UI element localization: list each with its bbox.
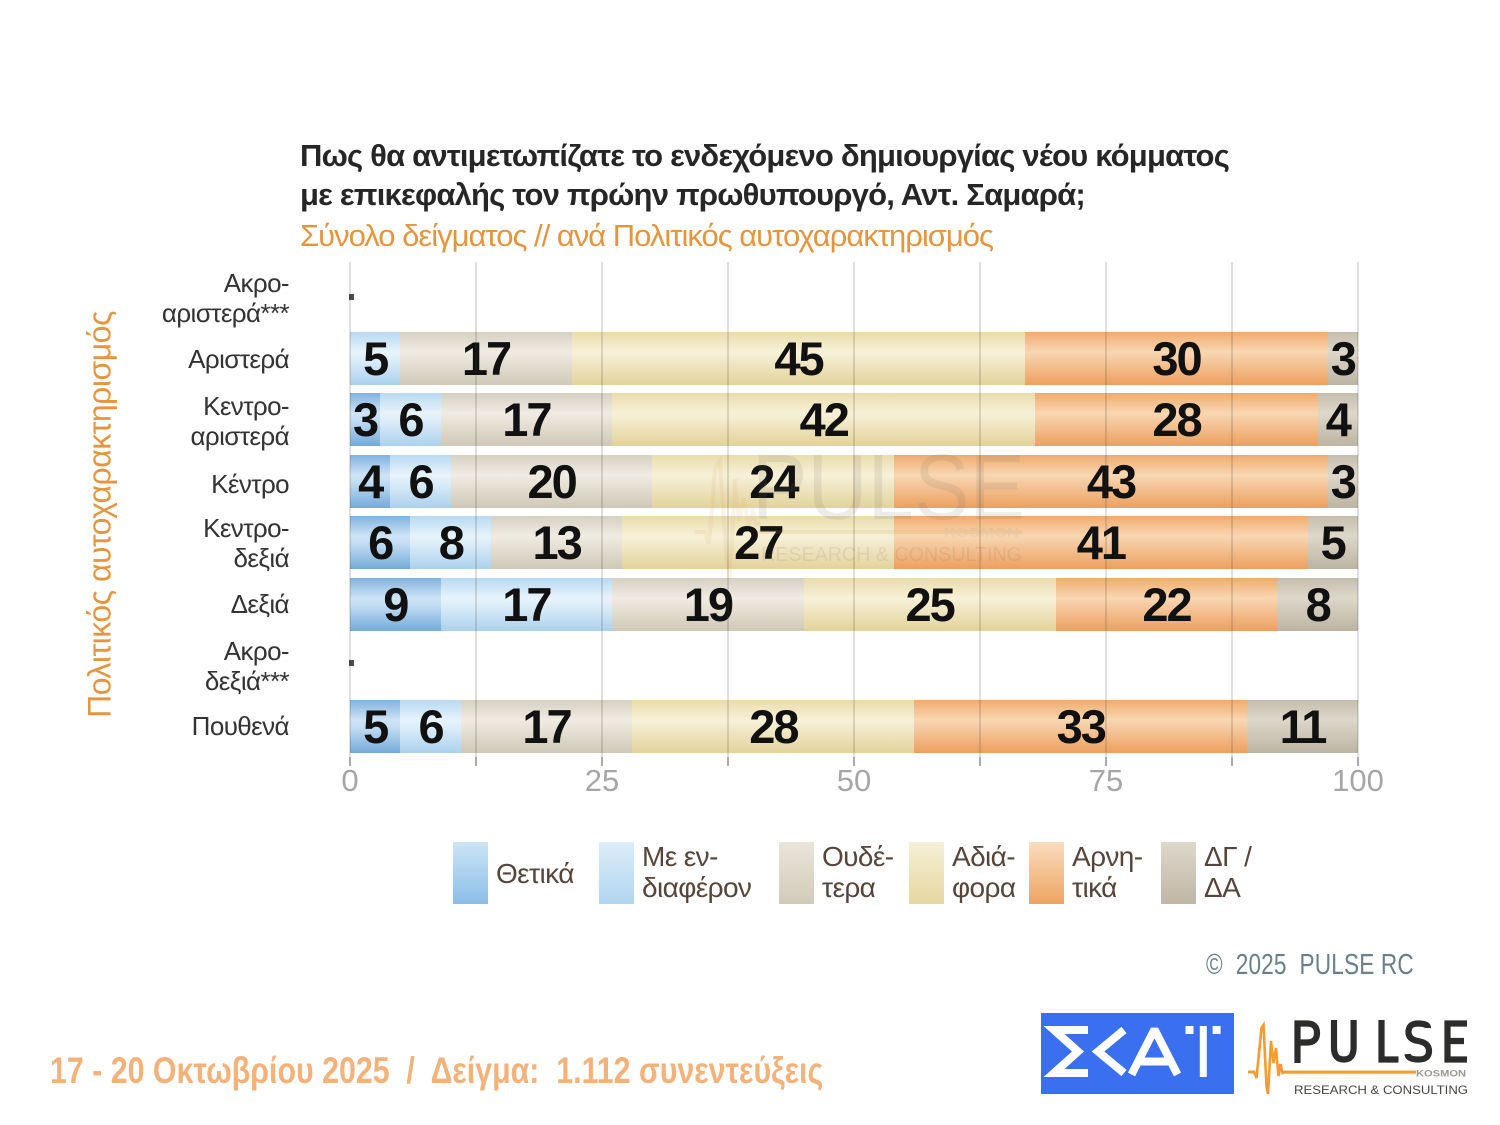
svg-text:PULSE: PULSE [752,435,1025,539]
svg-text:KOSMON: KOSMON [944,525,1019,540]
svg-text:KOSMON: KOSMON [1416,1069,1466,1080]
svg-text:RESEARCH & CONSULTING: RESEARCH & CONSULTING [1294,1083,1468,1097]
svg-text:RESEARCH & CONSULTING: RESEARCH & CONSULTING [761,544,1022,566]
